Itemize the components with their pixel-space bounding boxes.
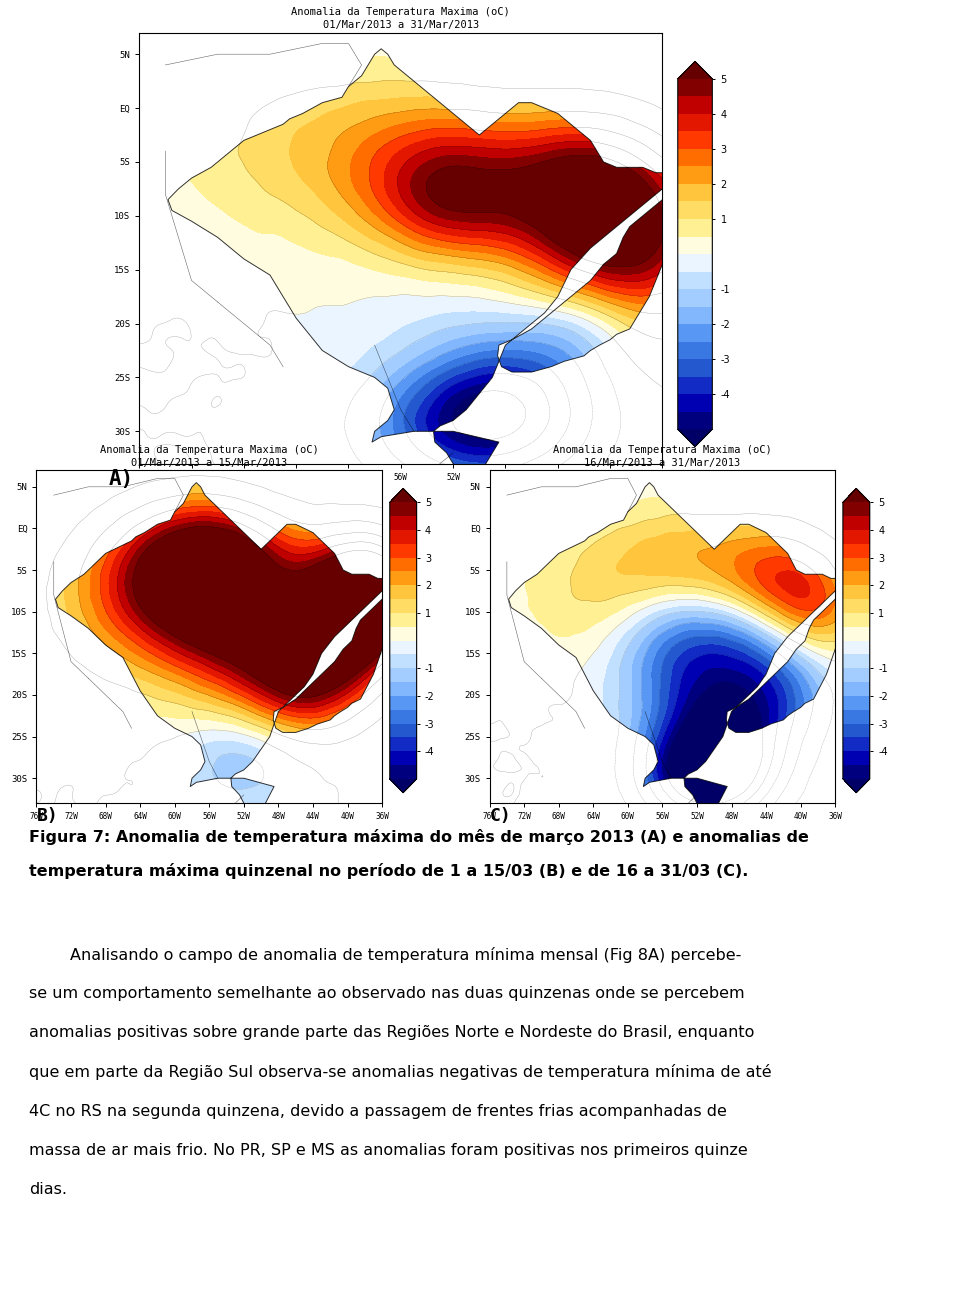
Point bbox=[685, 518, 701, 539]
Text: que em parte da Região Sul observa-se anomalias negativas de temperatura mínima : que em parte da Região Sul observa-se an… bbox=[29, 1064, 772, 1080]
Point bbox=[685, 518, 701, 539]
Point bbox=[685, 518, 701, 539]
Text: Figura 7: Anomalia de temperatura máxima do mês de março 2013 (A) e anomalias de: Figura 7: Anomalia de temperatura máxima… bbox=[29, 829, 808, 845]
Text: massa de ar mais frio. No PR, SP e MS as anomalias foram positivas nos primeiros: massa de ar mais frio. No PR, SP e MS as… bbox=[29, 1143, 748, 1157]
Text: B): B) bbox=[36, 807, 59, 825]
Title: Anomalia da Temperatura Maxima (oC)
01/Mar/2013 a 15/Mar/2013: Anomalia da Temperatura Maxima (oC) 01/M… bbox=[100, 445, 319, 468]
Point bbox=[685, 518, 701, 539]
PathPatch shape bbox=[843, 488, 870, 503]
Point bbox=[685, 518, 701, 539]
Text: Analisando o campo de anomalia de temperatura mínima mensal (Fig 8A) percebe-: Analisando o campo de anomalia de temper… bbox=[29, 947, 741, 963]
Point bbox=[685, 518, 701, 539]
Point bbox=[685, 518, 701, 539]
PathPatch shape bbox=[678, 61, 712, 78]
Point bbox=[685, 518, 701, 539]
Point bbox=[685, 518, 701, 539]
Point bbox=[685, 518, 701, 539]
Text: anomalias positivas sobre grande parte das Regiões Norte e Nordeste do Brasil, e: anomalias positivas sobre grande parte d… bbox=[29, 1025, 755, 1040]
Text: temperatura máxima quinzenal no período de 1 a 15/03 (B) e de 16 a 31/03 (C).: temperatura máxima quinzenal no período … bbox=[29, 863, 748, 879]
Point bbox=[685, 518, 701, 539]
Point bbox=[685, 518, 701, 539]
Point bbox=[685, 518, 701, 539]
Point bbox=[685, 518, 701, 539]
Title: Anomalia da Temperatura Maxima (oC)
01/Mar/2013 a 31/Mar/2013: Anomalia da Temperatura Maxima (oC) 01/M… bbox=[292, 8, 510, 30]
Text: dias.: dias. bbox=[29, 1182, 67, 1196]
Point bbox=[685, 518, 701, 539]
Point bbox=[685, 518, 701, 539]
PathPatch shape bbox=[390, 488, 417, 503]
Text: A): A) bbox=[108, 469, 133, 488]
Point bbox=[685, 518, 701, 539]
Text: 4C no RS na segunda quinzena, devido a passagem de frentes frias acompanhadas de: 4C no RS na segunda quinzena, devido a p… bbox=[29, 1104, 727, 1118]
Point bbox=[685, 518, 701, 539]
Text: se um comportamento semelhante ao observado nas duas quinzenas onde se percebem: se um comportamento semelhante ao observ… bbox=[29, 986, 744, 1000]
Point bbox=[685, 518, 701, 539]
Point bbox=[685, 518, 701, 539]
Point bbox=[685, 518, 701, 539]
Text: C): C) bbox=[490, 807, 512, 825]
PathPatch shape bbox=[390, 778, 417, 793]
Point bbox=[685, 518, 701, 539]
PathPatch shape bbox=[678, 430, 712, 447]
Title: Anomalia da Temperatura Maxima (oC)
16/Mar/2013 a 31/Mar/2013: Anomalia da Temperatura Maxima (oC) 16/M… bbox=[553, 445, 772, 468]
PathPatch shape bbox=[843, 778, 870, 793]
